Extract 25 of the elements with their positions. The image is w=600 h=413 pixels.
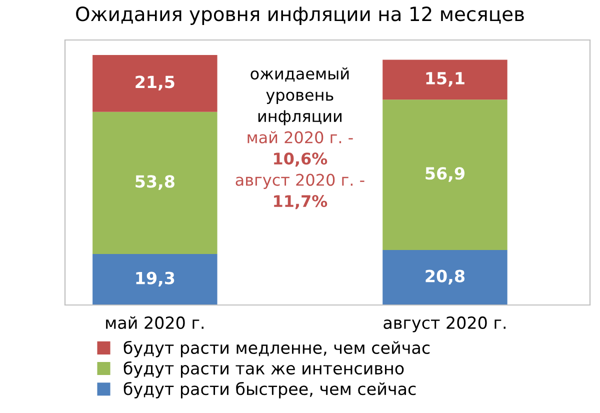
bar [382,100,508,250]
bar [382,60,508,100]
annotation: май 2020 г. - [248,131,353,144]
x-tick-label: август 2020 г. [384,316,506,332]
legend-label: будут расти быстрее, чем сейчас [124,382,416,398]
data-label: 53,8 [136,175,174,190]
bar [92,254,218,305]
annotation: ожидаемый [250,67,349,82]
x-tick-label: май 2020 г. [106,316,204,330]
data-label: 56,9 [426,167,464,182]
annotation: 10,6% [274,152,328,167]
chart-title: Ожидания уровня инфляции на 12 месяцев [76,6,524,26]
data-label: 15,1 [426,72,464,87]
data-label: 21,5 [136,76,174,90]
annotation: 11,7% [274,195,328,210]
data-label: 20,8 [426,270,464,284]
annotation: уровень [266,92,334,104]
legend-label: будут расти так же интенсивно [124,361,404,378]
bar [382,250,508,305]
annotation: инфляции [258,110,342,126]
data-label: 19,3 [136,272,174,286]
bar [92,55,218,112]
legend-label: будут расти медленне, чем сейчас [124,340,430,358]
annotation: август 2020 г. - [236,174,364,189]
bar [92,112,218,254]
